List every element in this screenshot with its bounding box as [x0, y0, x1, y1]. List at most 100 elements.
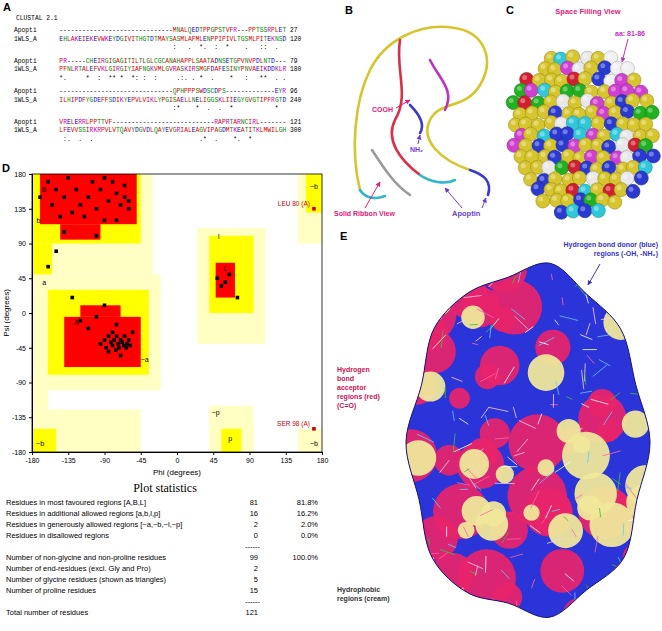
y-tick-mark [29, 244, 32, 245]
atom-highlight [648, 131, 653, 136]
atom-highlight [522, 75, 527, 80]
residue-run: ------- 121 [260, 119, 302, 126]
stick-bond [641, 565, 649, 574]
stick-bond [531, 479, 539, 491]
stick-bond [625, 613, 639, 623]
atom-highlight [563, 64, 568, 69]
residue-run: LPP [86, 119, 98, 126]
acceptor-label: (C=O) [337, 402, 356, 410]
atom-highlight [618, 140, 623, 145]
ribbon-strand [392, 40, 420, 175]
acceptor-label: acceptor [337, 384, 366, 392]
stick-bond [580, 391, 592, 393]
stick-bond [621, 619, 628, 631]
ramachandran-region [32, 429, 56, 452]
atom-highlight [564, 152, 569, 157]
residue-run: :* * . . * * [14, 105, 286, 112]
residue-point [83, 215, 87, 219]
y-tick-mark [29, 417, 32, 418]
x-axis-line [33, 453, 323, 456]
stick-bond [427, 316, 436, 325]
acceptor-patch [456, 256, 487, 287]
atom-highlight [636, 109, 641, 114]
acceptor-patch [491, 307, 516, 332]
arrow [365, 182, 380, 208]
acceptor-patch [609, 581, 652, 624]
ramachandran-region [209, 236, 253, 313]
statistics-percent: 100.0% [293, 553, 319, 562]
atom-highlight [521, 120, 526, 125]
statistics-label: Total number of residues [6, 608, 88, 617]
statistics-value: 0 [254, 531, 258, 540]
residue-point [75, 188, 79, 192]
acceptor-label: regions (red) [337, 393, 380, 401]
atom-highlight [622, 153, 627, 158]
stick-bond [470, 571, 477, 574]
atom-highlight [613, 153, 618, 158]
acceptor-patch [562, 598, 600, 631]
atom-highlight [588, 131, 593, 136]
stick-bond [470, 324, 478, 325]
region-label: ~b [310, 183, 318, 190]
atom-highlight [563, 129, 568, 134]
stick-bond [446, 527, 447, 537]
atom-highlight [593, 185, 598, 190]
residue-point [127, 207, 131, 211]
atom-highlight [648, 108, 653, 113]
stick-bond [474, 467, 479, 476]
y-tick: -90 [16, 379, 32, 386]
atom-highlight [629, 163, 634, 168]
residue-point [66, 176, 70, 180]
y-tick: 135 [14, 205, 32, 212]
stick-bond [429, 538, 430, 544]
acceptor-label: bond [337, 375, 354, 382]
atom-highlight [575, 86, 580, 91]
residue-run: GGS [207, 97, 219, 104]
hydrophobic-patch [577, 496, 602, 521]
stick-bond [475, 336, 481, 341]
region-label: ~b [310, 440, 318, 447]
figure: ACLUSTAL 2.1Apopti ---------------------… [0, 0, 662, 631]
y-tick-mark [29, 174, 32, 175]
residue-point [54, 188, 58, 192]
atom-highlight [517, 131, 522, 136]
atom-highlight [593, 99, 598, 104]
stick-bond [432, 335, 445, 349]
residue-run: 96 [286, 88, 298, 95]
atom-highlight [611, 108, 616, 113]
residue-point [91, 180, 95, 184]
residue-run: 300 [286, 127, 301, 134]
stick-bond [531, 491, 539, 509]
statistics-value: 81 [250, 498, 258, 507]
residue-point [54, 249, 58, 253]
y-tick: 0 [22, 310, 32, 317]
x-tick-label: -135 [62, 457, 76, 464]
ribbon-strand [470, 170, 489, 195]
region-label: B [42, 186, 47, 193]
atom-highlight [594, 74, 599, 79]
alignment-line: 1WLS_A PFNLRTALEFVKLGIRGIYIAFNGKVMLGVRAS… [14, 66, 302, 73]
stick-bond [635, 310, 643, 324]
residue-point [124, 346, 128, 350]
statistics-value: 2 [254, 520, 258, 529]
residue-point [119, 354, 123, 358]
residue-run: PVLVI [131, 97, 150, 104]
stick-bond [625, 487, 631, 488]
residue-point [111, 180, 115, 184]
ribbon-strand [420, 175, 455, 182]
residue-run: MLAFML [180, 36, 203, 43]
statistics-value: 16 [250, 509, 258, 518]
atom-highlight [570, 163, 575, 168]
atom-highlight [546, 97, 551, 102]
residue-point [62, 195, 66, 199]
region-label: L [223, 265, 227, 272]
residue-run: RKR [90, 127, 102, 134]
residue-run: LMWIL [260, 127, 279, 134]
atom-highlight [588, 107, 593, 112]
stick-bond [508, 457, 517, 465]
residue-point [38, 195, 42, 199]
atom-highlight [612, 175, 617, 180]
residue-point [95, 207, 99, 211]
atom-highlight [539, 176, 544, 181]
stick-bond [454, 444, 471, 452]
